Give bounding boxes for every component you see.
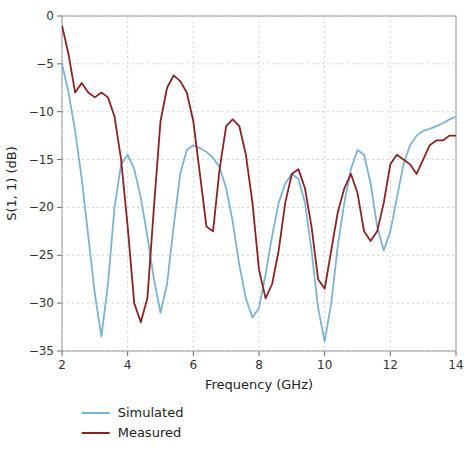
x-tick	[259, 351, 260, 356]
grid-line-y	[62, 207, 456, 208]
y-tick-label: −35	[29, 344, 54, 358]
grid-line-x	[390, 16, 391, 351]
chart: 2 4 6 8 10 12 14 0 −5 −10 −15 −20 −25 −30 −35 Frequency…	[0, 0, 474, 451]
x-tick-label: 4	[124, 358, 132, 372]
y-tick-label: −25	[29, 248, 54, 262]
x-tick	[127, 351, 128, 356]
y-tick	[57, 255, 62, 256]
grid-line-y	[62, 111, 456, 112]
x-axis-label: Frequency (GHz)	[205, 377, 313, 392]
x-tick-label: 8	[255, 358, 263, 372]
x-tick-label: 10	[317, 358, 332, 372]
x-tick-label: 2	[58, 358, 66, 372]
legend-swatch	[82, 432, 110, 434]
x-tick	[390, 351, 391, 356]
y-tick	[57, 351, 62, 352]
x-tick	[456, 351, 457, 356]
legend-label: Measured	[118, 425, 182, 440]
grid-line-y	[62, 63, 456, 64]
x-tick-label: 14	[448, 358, 463, 372]
axes: 2 4 6 8 10 12 14 0 −5 −10 −15 −20 −25 −30 −35	[29, 9, 464, 372]
grid-line-y	[62, 255, 456, 256]
page: {"chart_data": { "type": "line", "xlabel…	[0, 0, 474, 451]
x-tick-label: 6	[190, 358, 198, 372]
y-tick	[57, 111, 62, 112]
grid-line-x	[193, 16, 194, 351]
series-line	[62, 26, 456, 323]
legend: Simulated Measured	[82, 405, 184, 440]
legend-label: Simulated	[118, 405, 184, 420]
legend-swatch	[82, 412, 110, 414]
y-tick-label: 0	[46, 9, 54, 23]
y-tick	[57, 63, 62, 64]
series-group	[62, 26, 456, 342]
x-tick	[62, 351, 63, 356]
grid-line-x	[324, 16, 325, 351]
y-tick-label: −20	[29, 200, 54, 214]
series-line	[62, 64, 456, 342]
y-tick	[57, 16, 62, 17]
y-tick	[57, 207, 62, 208]
grid	[62, 16, 456, 351]
y-tick-label: −15	[29, 153, 54, 167]
x-tick	[324, 351, 325, 356]
grid-line-x	[259, 16, 260, 351]
y-tick-label: −5	[36, 57, 54, 71]
y-tick-label: −10	[29, 105, 54, 119]
y-tick	[57, 159, 62, 160]
x-tick	[193, 351, 194, 356]
x-tick-label: 12	[383, 358, 398, 372]
y-tick	[57, 303, 62, 304]
plot-frame	[62, 16, 456, 351]
y-axis-label: S(1, 1) (dB)	[4, 146, 19, 221]
y-tick-label: −30	[29, 296, 54, 310]
grid-line-x	[127, 16, 128, 351]
